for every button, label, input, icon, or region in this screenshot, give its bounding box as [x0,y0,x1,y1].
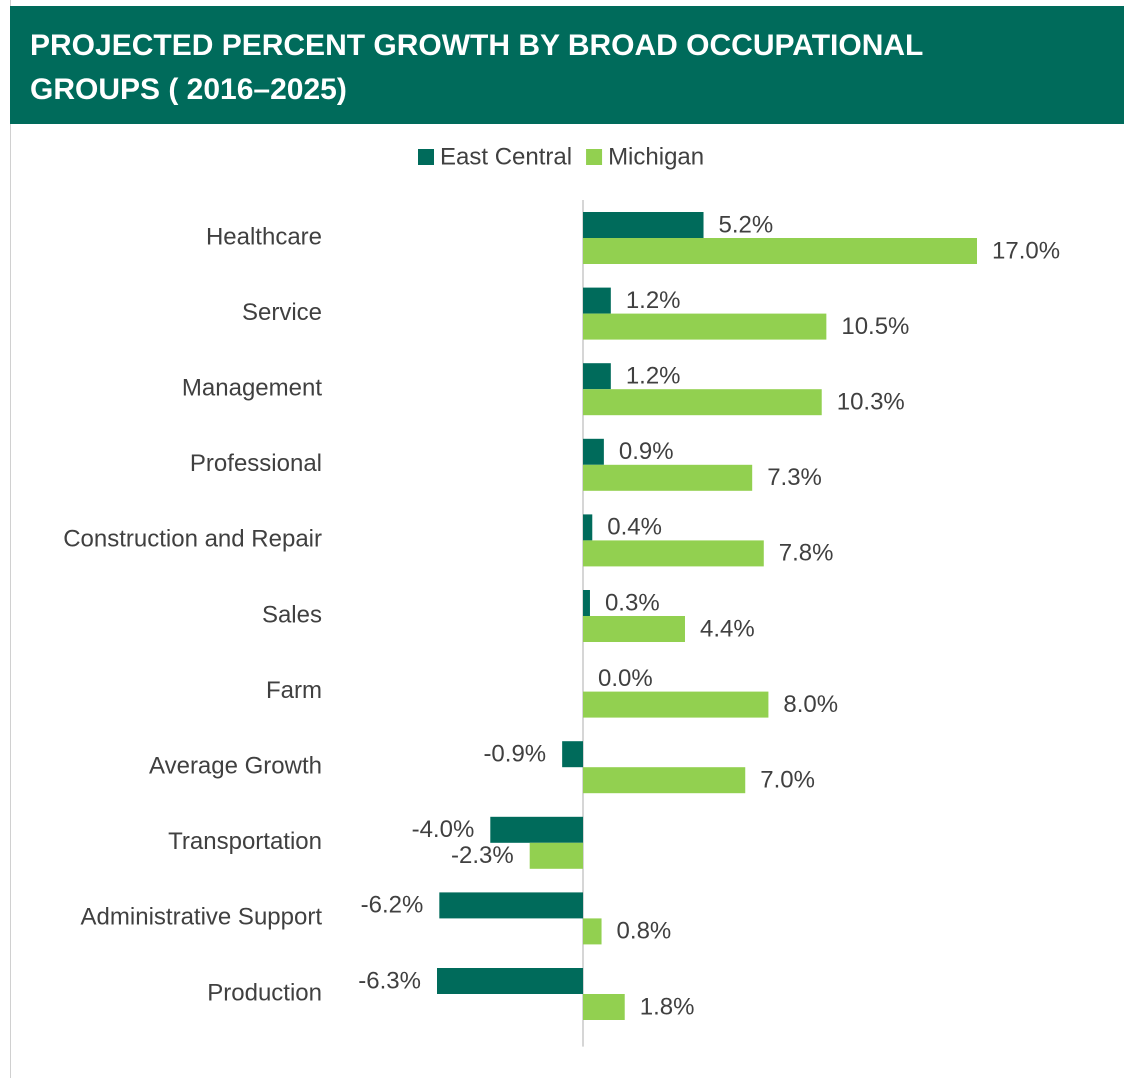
category-label: Service [242,299,322,326]
bar [583,438,604,465]
data-label: 5.2% [719,211,774,238]
data-label: 0.4% [607,514,662,541]
bar [583,313,827,340]
data-label: 7.8% [779,540,834,567]
data-label: -2.3% [451,842,514,869]
legend-label: Michigan [608,143,704,170]
legend-label: East Central [440,143,572,170]
category-label: Healthcare [206,223,322,250]
category-label: Production [207,979,322,1006]
bar [583,616,685,642]
bar [583,238,977,264]
category-label: Professional [190,450,322,477]
data-label: 1.8% [640,993,695,1020]
bar [437,968,584,994]
data-label: 0.3% [605,589,660,616]
category-label: Farm [266,677,322,704]
bar [562,741,584,768]
bar [583,287,611,314]
category-label: Average Growth [149,753,322,780]
data-label: -0.9% [483,741,546,768]
category-label: Management [182,375,322,402]
data-label: 1.2% [626,363,681,390]
category-label: Sales [262,601,322,628]
bar [583,767,746,794]
data-label: 1.2% [626,287,681,314]
data-label: 0.8% [617,918,672,945]
data-label: 10.3% [837,389,905,416]
data-label: 7.3% [767,464,822,491]
header: PROJECTED PERCENT GROWTH BY BROAD OCCUPA… [10,6,1124,124]
bar [439,892,584,919]
data-label: -4.0% [412,816,475,843]
data-label: 17.0% [992,237,1060,264]
data-label: 10.5% [841,313,909,340]
bar [490,816,584,843]
data-label: -6.2% [361,892,424,919]
data-label: 8.0% [783,691,838,718]
category-label: Transportation [168,828,322,855]
bar [583,464,753,491]
bar [583,540,764,567]
category-label: Administrative Support [81,904,323,931]
data-label: 0.0% [598,665,653,692]
legend-swatch [418,149,434,165]
bar [583,994,625,1020]
category-label: Construction and Repair [63,526,322,553]
chart-title: PROJECTED PERCENT GROWTH BY BROAD OCCUPA… [30,29,923,106]
legend-swatch [586,149,603,165]
bar [583,691,769,718]
bar [583,212,704,238]
bar [583,514,593,541]
data-label: 0.9% [619,438,674,465]
data-label: 7.0% [760,767,815,794]
bar [583,590,590,616]
chart-frame [10,0,1124,1078]
data-label: 4.4% [700,615,755,642]
bar [529,842,584,869]
bar [583,389,822,416]
bar [583,363,611,390]
data-label: -6.3% [358,967,421,994]
bar [583,918,602,945]
